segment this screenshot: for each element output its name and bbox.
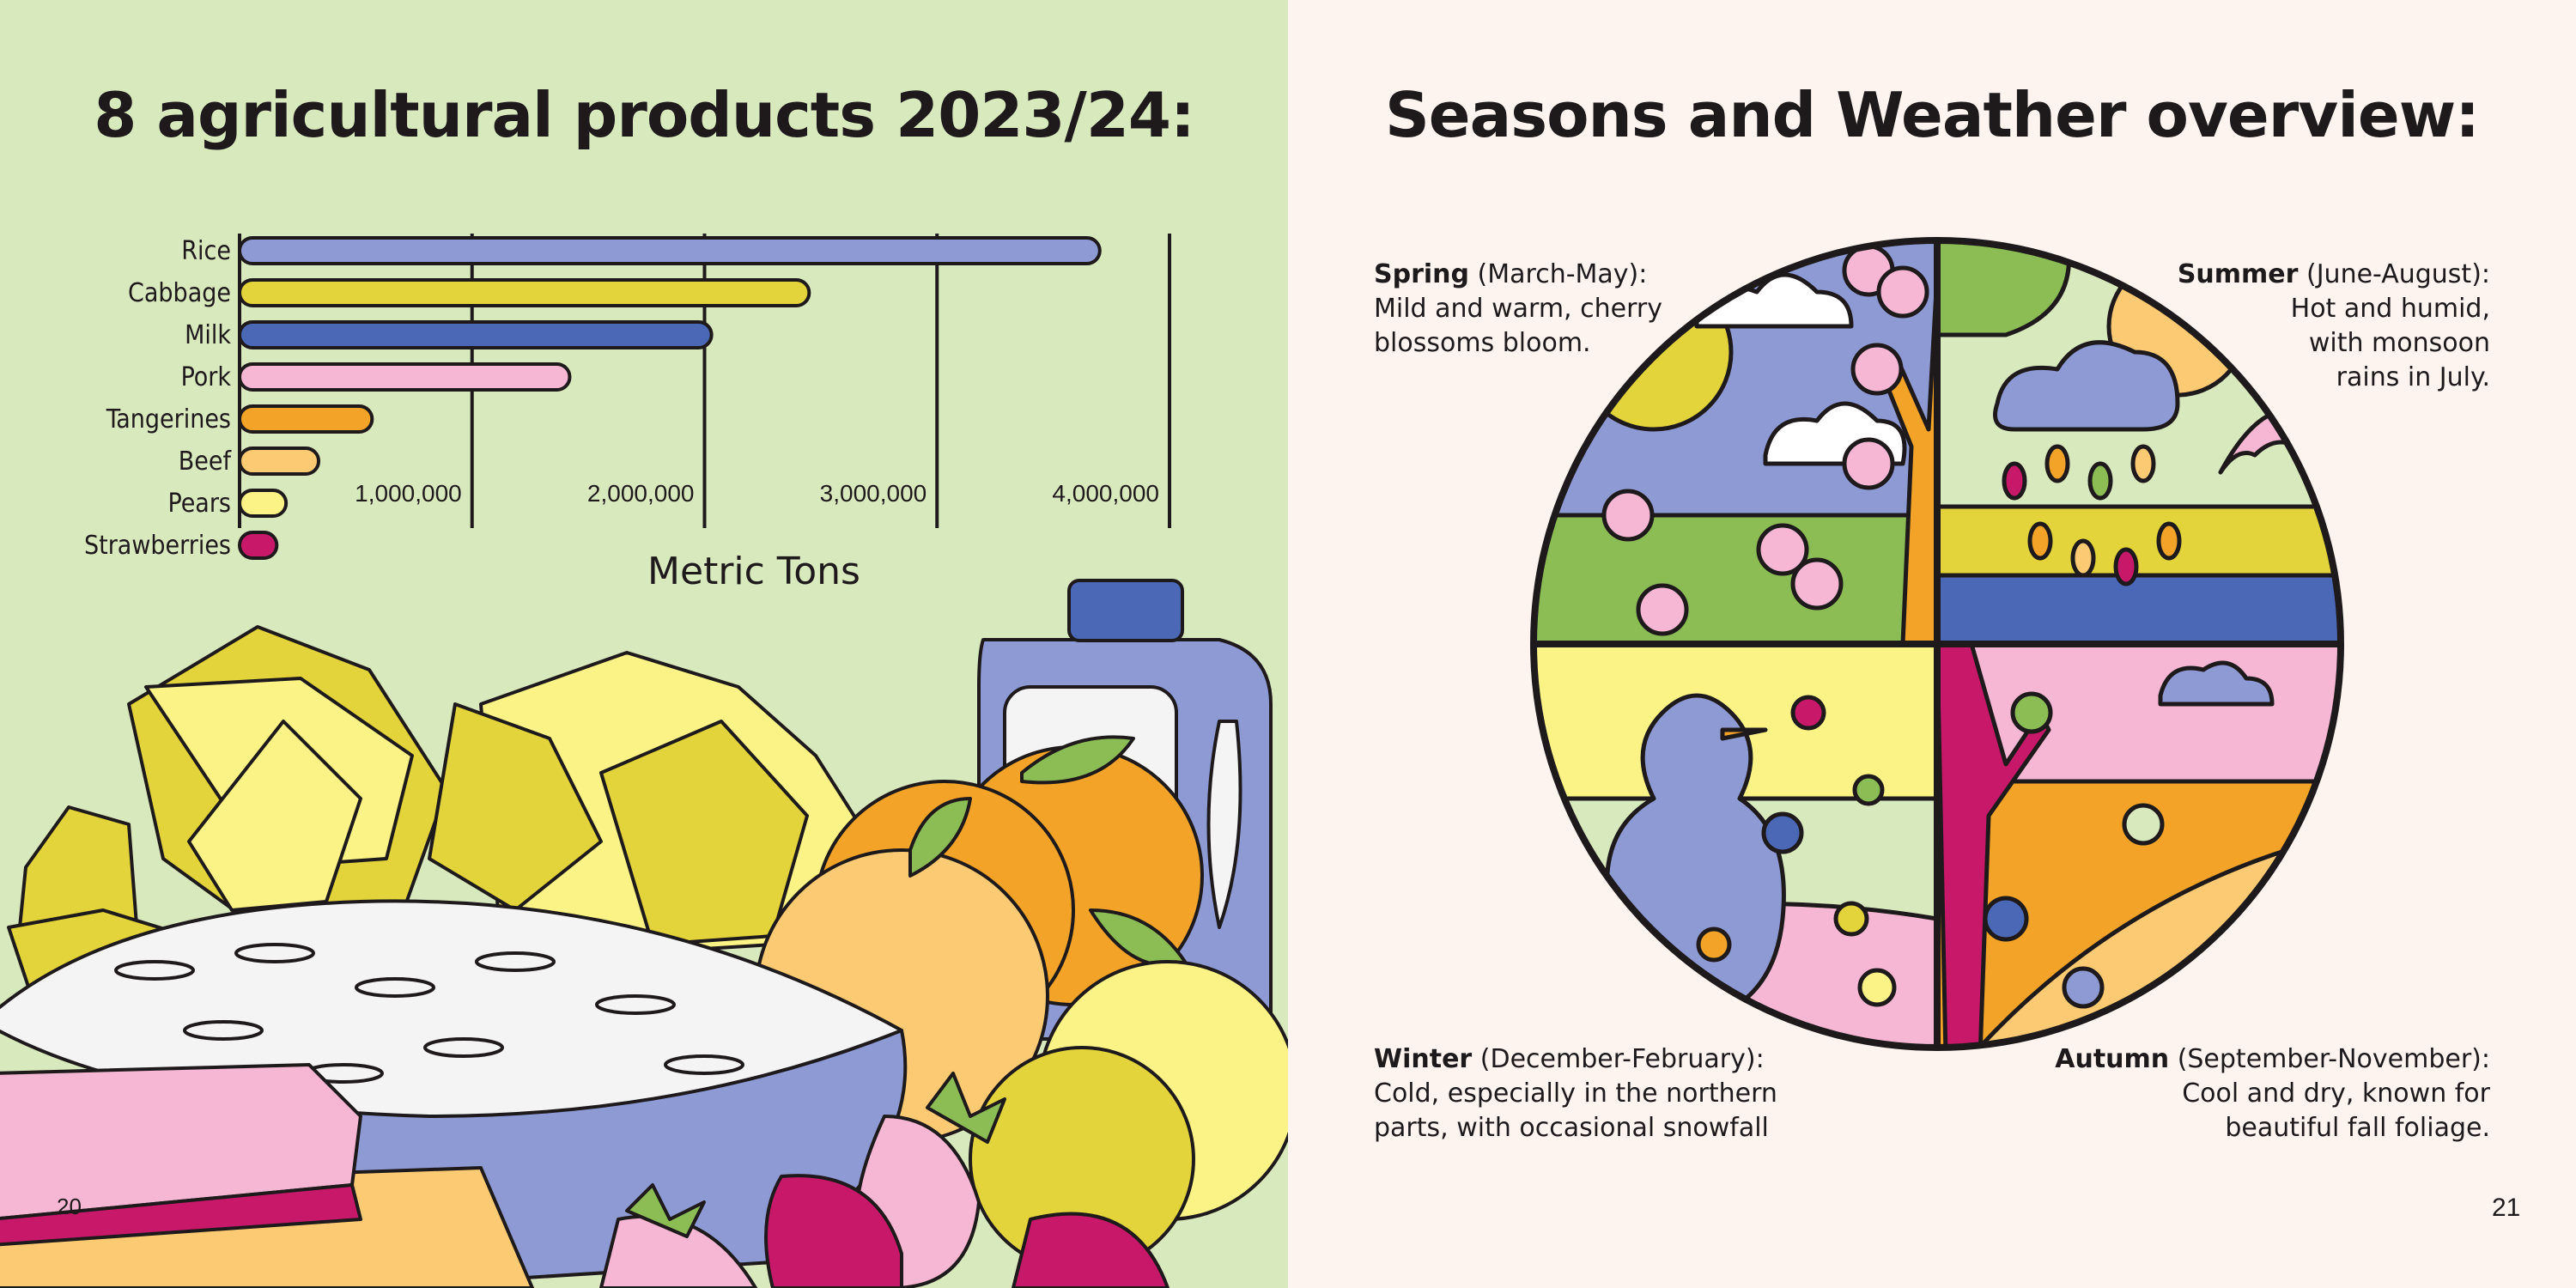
summer-description: Summer (June-August): Hot and humid, wit… <box>2044 258 2490 395</box>
bar-strawberries <box>238 531 279 560</box>
strawberry-leaves <box>926 1072 1006 1144</box>
left-page: 8 agricultural products 2023/24: Rice Cab… <box>0 0 1288 1288</box>
cherry-blossoms <box>1601 244 1929 636</box>
rice-grain <box>114 960 195 981</box>
season-line: with monsoon <box>2308 328 2490 358</box>
rice-grain <box>423 1037 504 1058</box>
page-title: Seasons and Weather overview: <box>1384 79 2480 151</box>
strawberry <box>1012 1212 1170 1288</box>
category-label: Rice <box>181 236 231 266</box>
category-label: Pears <box>167 489 231 519</box>
season-line: parts, with occasional snowfall <box>1374 1113 1769 1143</box>
rice-grain <box>664 1054 744 1075</box>
season-line: beautiful fall foliage. <box>2225 1113 2490 1143</box>
seasons-circle-illustration <box>1530 237 2344 1051</box>
category-label: Beef <box>179 447 233 477</box>
rice-grain <box>475 951 556 972</box>
category-labels: Rice Cabbage Milk Pork Tangerines Beef Pears St… <box>84 236 233 561</box>
rice-grain <box>234 943 315 963</box>
milk-cap <box>1067 579 1184 642</box>
snowflakes <box>1696 695 1897 1007</box>
food-illustration <box>0 579 1288 1288</box>
season-months: (March-May): <box>1477 259 1648 289</box>
x-tick-label: 3,000,000 <box>820 480 927 507</box>
season-line: blossoms bloom. <box>1374 328 1591 358</box>
category-label: Pork <box>181 362 232 392</box>
autumn-tree <box>1935 641 2051 1048</box>
season-line: Cool and dry, known for <box>2182 1078 2490 1109</box>
category-label: Strawberries <box>84 531 231 561</box>
winter-description: Winter (December-February): Cold, especi… <box>1374 1042 1889 1145</box>
bar-milk <box>238 320 714 349</box>
season-line: rains in July. <box>2336 362 2490 392</box>
bars <box>238 236 1102 560</box>
rice-grain <box>183 1020 264 1041</box>
spring-grass <box>1534 513 1940 647</box>
season-name: Summer <box>2177 259 2299 289</box>
pork-edge <box>0 1183 362 1247</box>
strawberry <box>764 1174 903 1288</box>
leaf <box>908 797 972 878</box>
page-number: 20 <box>57 1194 82 1219</box>
season-line: Hot and humid, <box>2290 294 2490 324</box>
season-line: Cold, especially in the northern <box>1374 1078 1777 1109</box>
season-months: (December-February): <box>1479 1044 1765 1074</box>
season-months: (June-August): <box>2306 259 2490 289</box>
season-name: Winter <box>1374 1044 1473 1074</box>
category-label: Cabbage <box>128 278 231 308</box>
season-name: Autumn <box>2055 1044 2170 1074</box>
x-tick-label: 1,000,000 <box>355 480 462 507</box>
category-label: Tangerines <box>106 404 231 434</box>
rice-grain <box>355 977 435 998</box>
rice-grain <box>595 994 676 1015</box>
x-tick-label: 4,000,000 <box>1052 480 1159 507</box>
page-number: 21 <box>2492 1194 2521 1222</box>
summer-sand <box>1935 504 2341 578</box>
bar-rice <box>238 236 1102 265</box>
pork-slab <box>0 1063 362 1221</box>
bar-pork <box>238 362 572 392</box>
x-axis-title: Metric Tons <box>647 550 860 593</box>
chart-title: 8 agricultural products 2023/24: <box>94 79 1195 151</box>
rain-cloud-icon <box>1993 340 2180 432</box>
cloud-icon <box>2158 660 2275 707</box>
bar-pears <box>238 489 289 518</box>
season-months: (September-November): <box>2177 1044 2490 1074</box>
cabbage-leaf <box>428 702 603 912</box>
bar-chart: Rice Cabbage Milk Pork Tangerines Beef Pears St… <box>84 234 1171 593</box>
right-page: Seasons and Weather overview: Spring (Ma… <box>1288 0 2576 1288</box>
strawberry-leaves <box>625 1183 706 1238</box>
x-tick-label: 2,000,000 <box>587 480 695 507</box>
bar-tangerines <box>238 404 374 434</box>
category-label: Milk <box>185 320 231 350</box>
leaf <box>1020 735 1135 785</box>
raindrops <box>2002 444 2182 586</box>
bar-cabbage <box>238 278 811 307</box>
tick-labels: 1,000,000 2,000,000 3,000,000 4,000,000 <box>355 480 1159 507</box>
autumn-description: Autumn (September-November): Cool and dr… <box>2044 1042 2490 1145</box>
snowman-nose <box>1720 727 1768 741</box>
season-name: Spring <box>1374 259 1469 289</box>
bar-beef <box>238 447 321 476</box>
cabbage-leaf <box>599 720 809 946</box>
circle-outline <box>1530 237 2344 1051</box>
season-line: Mild and warm, cherry <box>1374 294 1662 324</box>
spring-description: Spring (March-May): Mild and warm, cherr… <box>1374 258 1820 361</box>
milk-handle <box>1206 720 1242 929</box>
summer-sea <box>1935 573 2341 647</box>
